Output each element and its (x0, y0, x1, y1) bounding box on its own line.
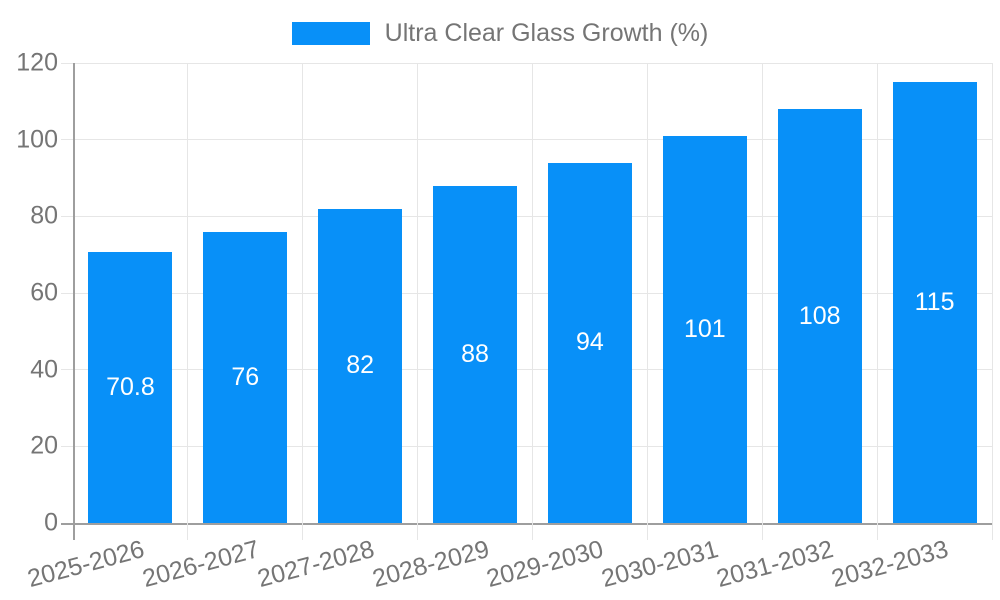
h-gridline (61, 292, 992, 294)
x-tick-label: 2025-2026 (24, 535, 148, 594)
bar-value-label: 94 (576, 328, 604, 357)
bar[interactable]: 94 (547, 162, 632, 523)
y-tick-label: 40 (30, 355, 58, 384)
h-gridline (61, 215, 992, 217)
y-tick-label: 20 (30, 431, 58, 460)
bar[interactable]: 108 (777, 109, 862, 523)
y-tick-label: 60 (30, 278, 58, 307)
h-gridline (61, 62, 992, 64)
bar[interactable]: 88 (433, 185, 518, 523)
legend-label: Ultra Clear Glass Growth (%) (384, 19, 709, 47)
v-gridline (187, 63, 189, 540)
bar-value-label: 88 (461, 339, 489, 368)
x-axis-line (61, 523, 992, 525)
bar[interactable]: 82 (318, 208, 403, 523)
x-tick-label: 2032-2033 (828, 535, 952, 594)
x-tick-label: 2027-2028 (254, 535, 377, 594)
plot-area: 70.8 76 82 88 94 101 108 115 (61, 62, 993, 540)
bar-value-label: 76 (231, 362, 260, 391)
x-tick-label: 2031-2032 (713, 535, 837, 594)
v-gridline (991, 63, 993, 540)
bar-value-label: 101 (683, 314, 726, 343)
v-gridline (302, 63, 304, 540)
bar-value-label: 82 (346, 351, 375, 380)
v-gridline (876, 63, 878, 540)
v-gridline (417, 63, 419, 540)
y-tick-label: 120 (16, 48, 58, 77)
h-gridline (61, 139, 992, 141)
x-tick-label: 2029-2030 (483, 535, 607, 594)
bar[interactable]: 115 (892, 82, 977, 523)
h-gridline (61, 369, 992, 371)
v-gridline (761, 63, 763, 540)
bar[interactable]: 101 (662, 135, 747, 523)
legend-swatch-icon (291, 22, 370, 46)
bar[interactable]: 76 (203, 231, 288, 523)
y-axis-line (73, 63, 75, 540)
h-gridline (61, 445, 992, 447)
x-tick-label: 2026-2027 (139, 535, 263, 594)
x-tick-label: 2028-2029 (369, 535, 492, 594)
bar-value-label: 108 (798, 301, 841, 330)
y-tick-label: 100 (16, 125, 58, 154)
v-gridline (532, 63, 533, 540)
x-tick-label: 2030-2031 (598, 535, 722, 594)
bar-value-label: 115 (914, 288, 955, 317)
bar[interactable]: 70.8 (88, 251, 173, 523)
v-gridline (646, 63, 648, 540)
y-tick-label: 0 (44, 508, 58, 537)
bar-value-label: 70.8 (106, 372, 155, 401)
y-tick-label: 80 (30, 201, 58, 230)
chart-legend[interactable]: Ultra Clear Glass Growth (%) (291, 19, 709, 48)
